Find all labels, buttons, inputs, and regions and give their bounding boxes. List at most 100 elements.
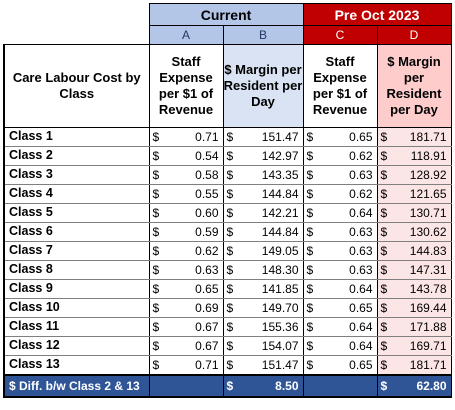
header-margin-current: $ Margin per Resident per Day <box>222 43 304 128</box>
currency-symbol: $ <box>226 262 234 277</box>
cell-value: 144.83 <box>409 243 447 258</box>
cell-d: $118.91 <box>376 146 452 166</box>
cell-d: $130.71 <box>376 203 452 223</box>
summary-c <box>302 373 378 398</box>
currency-symbol: $ <box>380 357 388 372</box>
currency-symbol: $ <box>152 319 160 334</box>
cell-value: 0.54 <box>195 148 219 163</box>
cell-value: 130.71 <box>409 205 447 220</box>
cell-d: $147.31 <box>376 260 452 280</box>
cell-c: $0.62 <box>302 184 378 204</box>
currency-symbol: $ <box>380 319 388 334</box>
cell-a: $0.60 <box>148 203 224 223</box>
cell-value: 154.07 <box>261 338 299 353</box>
cell-value: 0.64 <box>349 205 373 220</box>
currency-symbol: $ <box>380 262 388 277</box>
cell-c: $0.64 <box>302 317 378 337</box>
cell-a: $0.63 <box>148 260 224 280</box>
group-current: Current <box>148 3 304 26</box>
care-labour-cost-table: Current Pre Oct 2023 A B C D Care Labour… <box>3 3 452 398</box>
corner-blank <box>4 3 149 26</box>
cell-b: $151.47 <box>222 355 304 375</box>
cell-d: $121.65 <box>376 184 452 204</box>
summary-a <box>148 373 224 398</box>
cell-a: $0.58 <box>148 165 224 185</box>
currency-symbol: $ <box>306 224 314 239</box>
cell-value: 0.71 <box>195 357 219 372</box>
cell-c: $0.63 <box>302 241 378 261</box>
table-row: Class 10 $0.69 $149.70 $0.65 $169.44 <box>3 298 452 318</box>
row-label: Class 9 <box>3 279 150 299</box>
cell-value: 0.65 <box>349 129 373 144</box>
header-staff-expense-current: Staff Expense per $1 of Revenue <box>148 43 224 128</box>
cell-c: $0.63 <box>302 260 378 280</box>
currency-symbol: $ <box>152 167 160 182</box>
currency-symbol: $ <box>306 300 314 315</box>
cell-c: $0.65 <box>302 355 378 375</box>
cell-d: $130.62 <box>376 222 452 242</box>
currency-symbol: $ <box>152 338 160 353</box>
cell-value: 151.47 <box>261 357 299 372</box>
column-letter-d: D <box>376 25 452 45</box>
cell-c: $0.63 <box>302 222 378 242</box>
cell-d: $143.78 <box>376 279 452 299</box>
cell-value: 0.67 <box>195 338 219 353</box>
cell-a: $0.54 <box>148 146 224 166</box>
cell-value: 149.70 <box>261 300 299 315</box>
currency-symbol: $ <box>226 319 234 334</box>
cell-b: $149.05 <box>222 241 304 261</box>
currency-symbol: $ <box>226 357 234 372</box>
cell-b: $144.84 <box>222 222 304 242</box>
cell-value: 141.85 <box>261 281 299 296</box>
cell-a: $0.71 <box>148 355 224 375</box>
cell-a: $0.67 <box>148 317 224 337</box>
summary-b: $ 8.50 <box>222 373 304 398</box>
cell-value: 0.63 <box>195 262 219 277</box>
column-letter-b: B <box>222 25 304 45</box>
row-label: Class 10 <box>3 298 150 318</box>
cell-value: 0.63 <box>349 262 373 277</box>
currency-symbol: $ <box>152 357 160 372</box>
cell-value: 128.92 <box>409 167 447 182</box>
cell-value: 0.65 <box>349 300 373 315</box>
currency-symbol: $ <box>226 148 234 163</box>
cell-b: $143.35 <box>222 165 304 185</box>
row-label: Class 11 <box>3 317 150 337</box>
row-label: Class 2 <box>3 146 150 166</box>
row-label: Class 6 <box>3 222 150 242</box>
cell-b: $148.30 <box>222 260 304 280</box>
currency-symbol: $ <box>226 300 234 315</box>
cell-value: 142.97 <box>261 148 299 163</box>
table-row: Class 8 $0.63 $148.30 $0.63 $147.31 <box>3 260 452 280</box>
summary-b-value: 8.50 <box>275 378 299 393</box>
currency-symbol: $ <box>152 262 160 277</box>
currency-symbol: $ <box>226 205 234 220</box>
row-label: Class 3 <box>3 165 150 185</box>
cell-value: 0.62 <box>349 186 373 201</box>
cell-c: $0.62 <box>302 146 378 166</box>
cell-value: 121.65 <box>409 186 447 201</box>
cell-d: $169.44 <box>376 298 452 318</box>
cell-b: $142.21 <box>222 203 304 223</box>
row-label: Class 12 <box>3 336 150 356</box>
cell-a: $0.69 <box>148 298 224 318</box>
cell-value: 0.62 <box>195 243 219 258</box>
currency-symbol: $ <box>380 338 388 353</box>
cell-a: $0.55 <box>148 184 224 204</box>
column-letter-a: A <box>148 25 224 45</box>
cell-b: $141.85 <box>222 279 304 299</box>
cell-b: $149.70 <box>222 298 304 318</box>
cell-b: $154.07 <box>222 336 304 356</box>
cell-value: 0.69 <box>195 300 219 315</box>
cell-b: $151.47 <box>222 127 304 147</box>
cell-d: $181.71 <box>376 355 452 375</box>
row-label: Class 1 <box>3 127 150 147</box>
cell-value: 0.63 <box>349 243 373 258</box>
currency-symbol: $ <box>152 148 160 163</box>
cell-value: 148.30 <box>261 262 299 277</box>
currency-symbol: $ <box>306 357 314 372</box>
currency-symbol: $ <box>226 224 234 239</box>
currency-symbol: $ <box>380 243 388 258</box>
cell-value: 143.78 <box>409 281 447 296</box>
cell-value: 0.65 <box>349 357 373 372</box>
